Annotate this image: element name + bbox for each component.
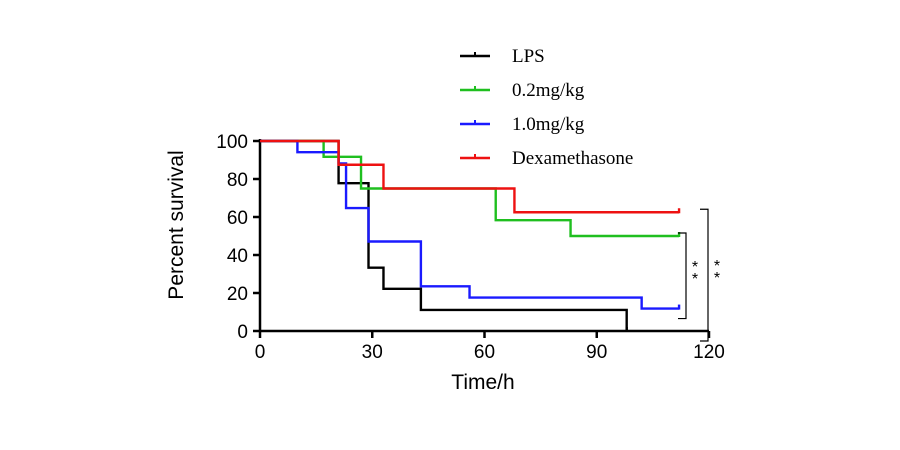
x-tick-label: 30 bbox=[362, 342, 383, 363]
x-tick-label: 60 bbox=[474, 342, 495, 363]
y-tick-label: 100 bbox=[216, 132, 248, 153]
significance-label: * bbox=[692, 259, 698, 276]
significance-brackets: **** bbox=[678, 208, 720, 342]
y-tick-label: 60 bbox=[227, 208, 248, 229]
legend-label: 1.0mg/kg bbox=[512, 114, 585, 135]
series-line-3 bbox=[260, 139, 680, 214]
legend: LPS 0.2mg/kg 1.0mg/kg Dexamethasone bbox=[460, 46, 633, 169]
series-line-2 bbox=[260, 139, 680, 310]
legend-label: LPS bbox=[512, 46, 545, 67]
significance-bracket bbox=[678, 232, 687, 320]
y-tick-label: 0 bbox=[237, 322, 248, 343]
y-tick-label: 20 bbox=[227, 284, 248, 305]
x-tick-label: 0 bbox=[255, 342, 266, 363]
significance-bracket bbox=[700, 208, 709, 342]
x-axis-label: Time/h bbox=[451, 371, 514, 394]
axes: 0 20 40 60 80 100 0 30 60 90 120 bbox=[216, 132, 725, 363]
y-axis-label: Percent survival bbox=[165, 150, 188, 299]
y-tick-label: 80 bbox=[227, 170, 248, 191]
y-tick-label: 40 bbox=[227, 246, 248, 267]
significance-label: * bbox=[714, 258, 720, 275]
x-tick-label: 120 bbox=[693, 342, 725, 363]
legend-label: Dexamethasone bbox=[512, 148, 633, 169]
series-lines bbox=[260, 139, 681, 332]
series-line-0 bbox=[260, 139, 628, 331]
x-tick-label: 90 bbox=[586, 342, 607, 363]
legend-label: 0.2mg/kg bbox=[512, 80, 585, 101]
significance-label: * bbox=[714, 270, 720, 287]
significance-label: * bbox=[692, 271, 698, 288]
